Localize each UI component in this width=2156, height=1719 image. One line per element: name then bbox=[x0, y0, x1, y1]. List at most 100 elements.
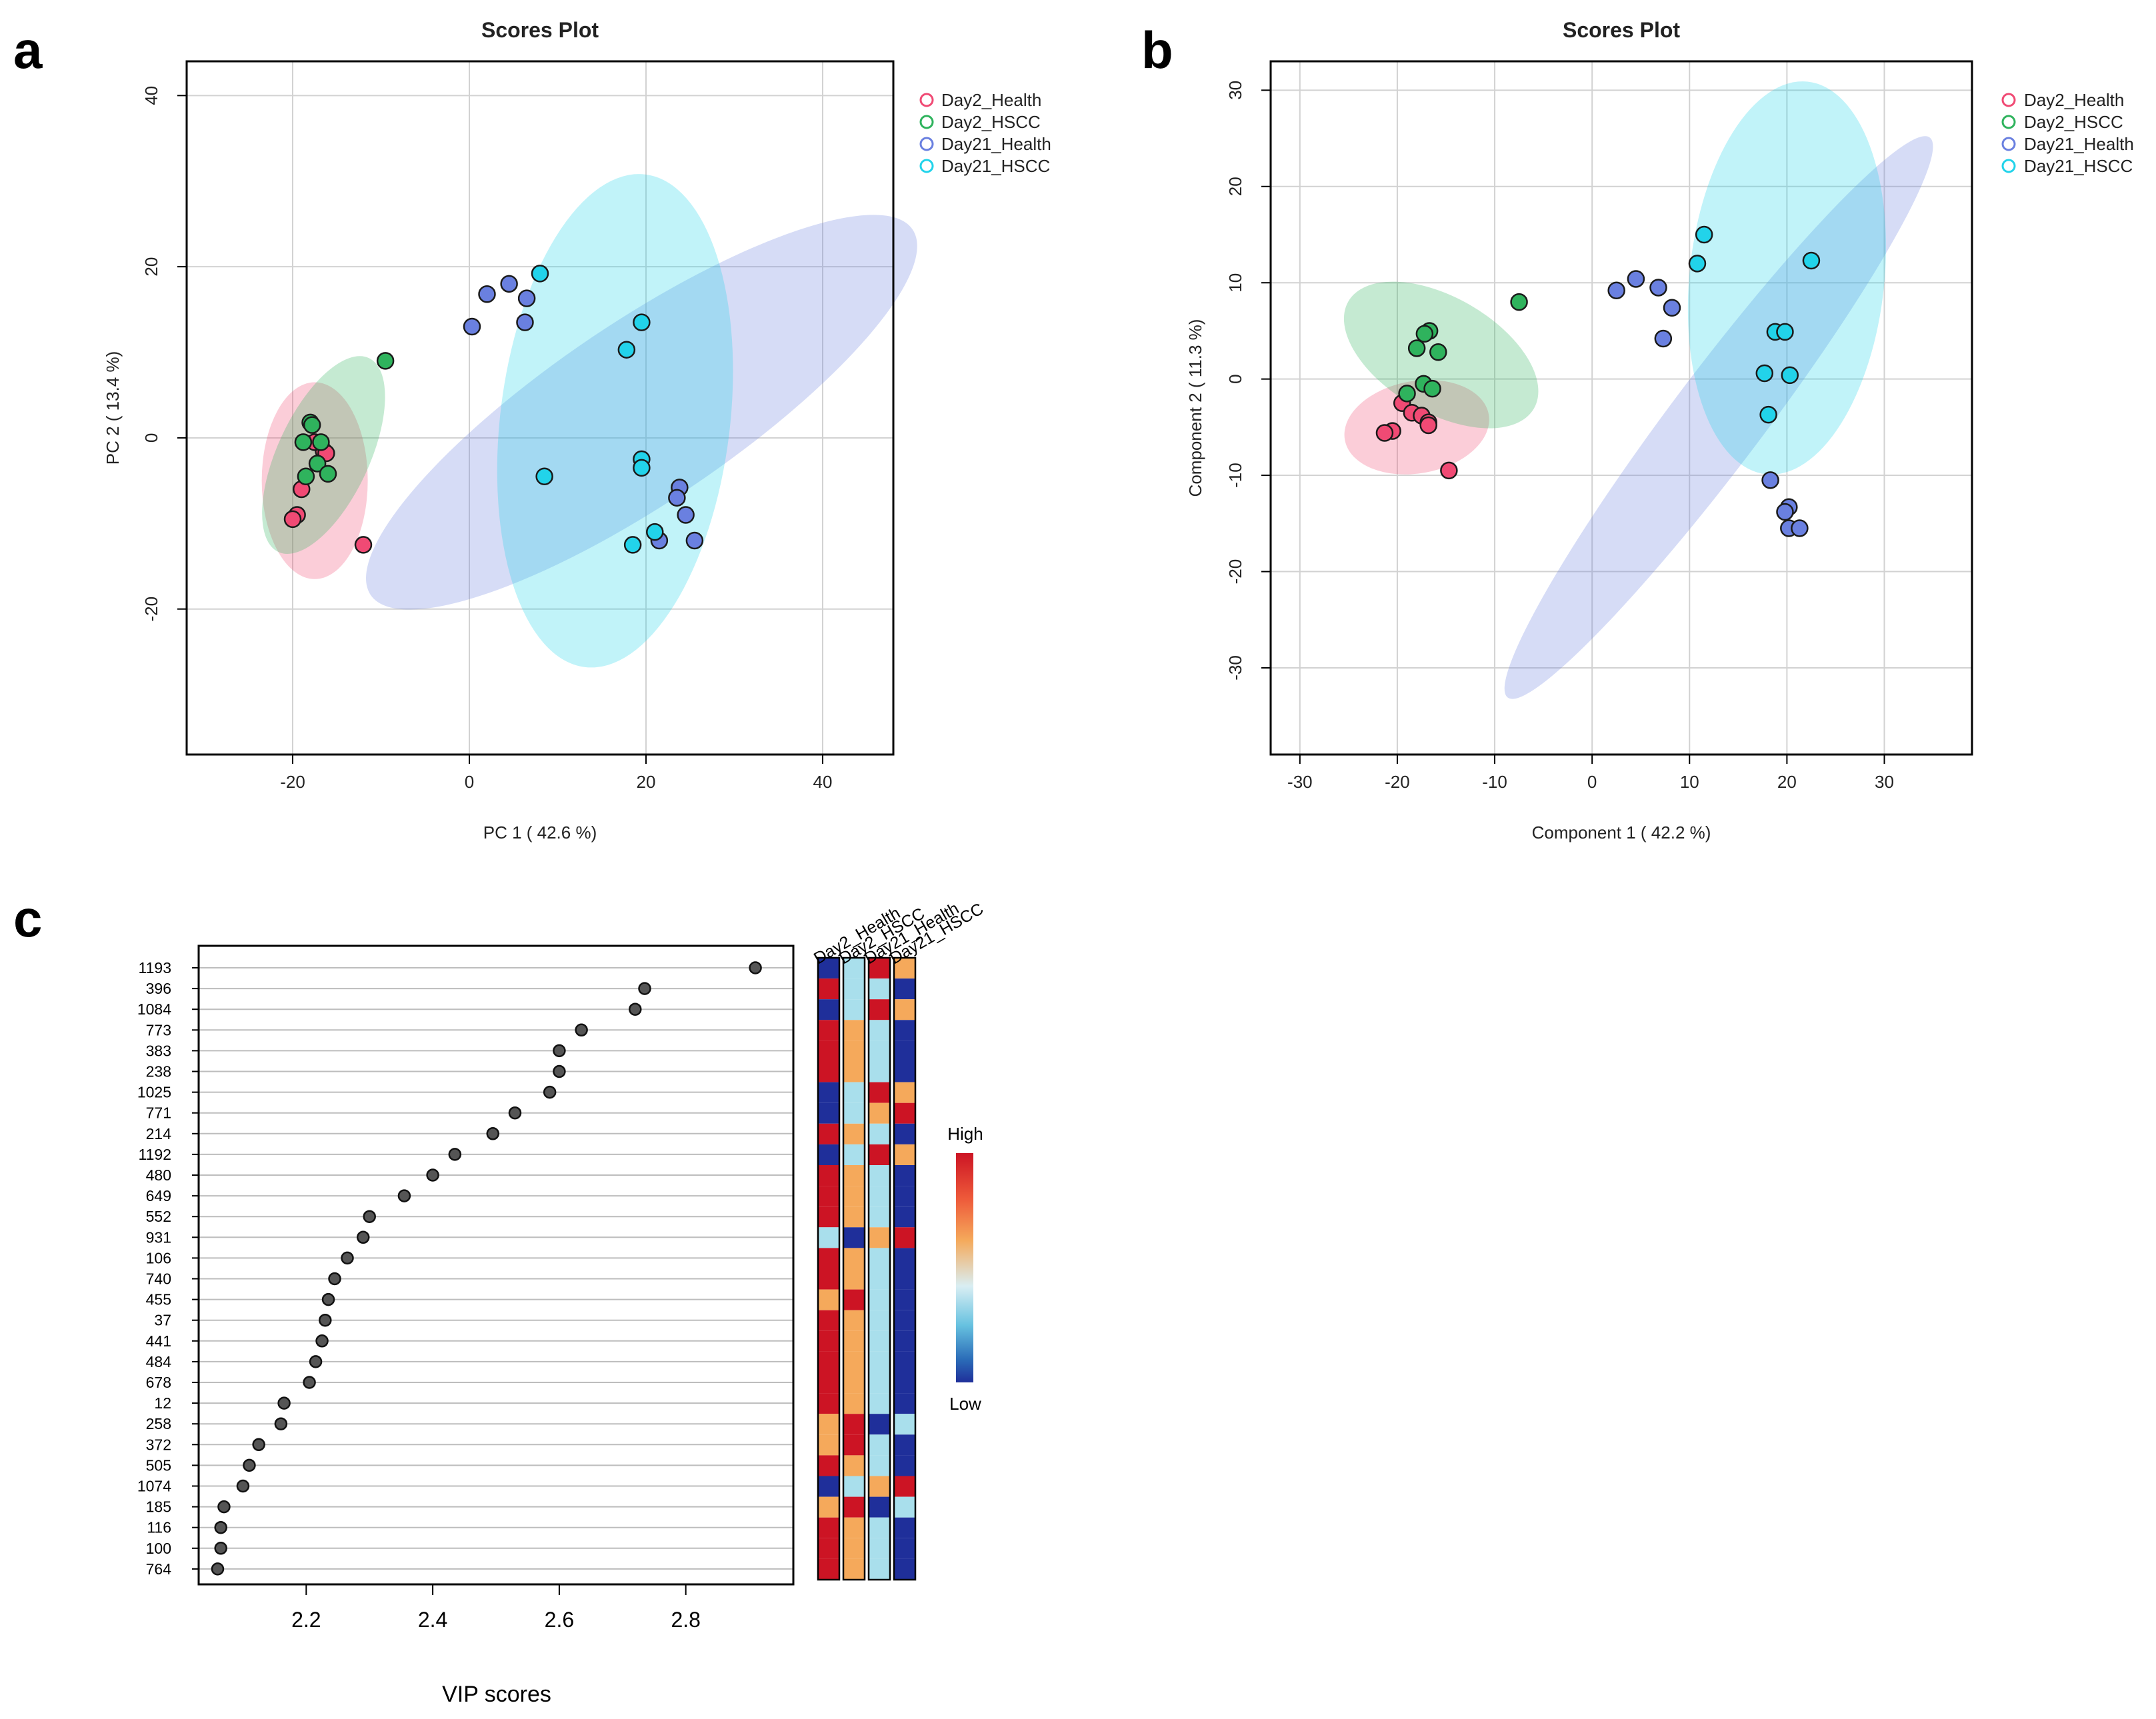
plot-frame-a bbox=[185, 60, 895, 756]
legend-label-day2-health-b: Day2_Health bbox=[2024, 90, 2124, 110]
point-day21-health bbox=[478, 285, 496, 303]
heatmap-cell bbox=[843, 1455, 865, 1476]
point-day21-health bbox=[516, 313, 534, 331]
y-tick-label: -20 bbox=[1225, 559, 1245, 585]
y-ticks-b: -30 -20 -10 0 10 20 30 bbox=[1225, 81, 1271, 681]
y-tick-label: -10 bbox=[1225, 463, 1245, 488]
heatmap-cell bbox=[818, 1123, 839, 1144]
vip-point bbox=[508, 1106, 522, 1120]
heatmap-cell bbox=[894, 1206, 915, 1228]
vip-point bbox=[214, 1520, 227, 1534]
point-day2-hscc bbox=[1398, 385, 1416, 403]
point-day21-hscc bbox=[1688, 255, 1707, 273]
heatmap-cell bbox=[894, 1496, 915, 1518]
heatmap-cell bbox=[843, 1123, 865, 1144]
legend-label-day21-health-a: Day21_Health bbox=[941, 134, 1051, 154]
heatmap-cell bbox=[894, 1414, 915, 1435]
legend-label-day2-hscc-a: Day2_HSCC bbox=[941, 112, 1041, 132]
heatmap-cell bbox=[843, 1476, 865, 1497]
point-day21-hscc bbox=[531, 265, 549, 283]
heatmap-cell bbox=[894, 958, 915, 979]
heatmap-cell bbox=[869, 1393, 890, 1414]
heatmap-cell bbox=[818, 1289, 839, 1310]
vip-point bbox=[217, 1500, 231, 1514]
vip-point bbox=[236, 1479, 250, 1493]
vip-point bbox=[363, 1210, 376, 1223]
heatmap-cell bbox=[843, 1268, 865, 1290]
heatmap-colorbar: High Low bbox=[947, 1124, 983, 1414]
point-day21-hscc bbox=[1695, 225, 1713, 244]
x-tick-label: 0 bbox=[465, 772, 474, 792]
x-axis-label-a: PC 1 ( 42.6 %) bbox=[483, 823, 597, 843]
legend-marker-day21-hscc-b bbox=[2001, 159, 2016, 173]
heatmap-cell bbox=[869, 1538, 890, 1559]
point-day2-hscc bbox=[303, 416, 321, 434]
point-day21-health bbox=[1761, 471, 1779, 489]
point-day21-health bbox=[1627, 270, 1645, 288]
vip-feature-label: 100 bbox=[146, 1540, 171, 1557]
legend-label-day21-hscc-a: Day21_HSCC bbox=[941, 156, 1050, 176]
heatmap-cell bbox=[818, 1061, 839, 1082]
vip-feature-label: 552 bbox=[146, 1208, 171, 1225]
heatmap-cell bbox=[869, 1372, 890, 1394]
heatmap-cell bbox=[869, 1476, 890, 1497]
point-day21-hscc bbox=[633, 459, 651, 477]
plot-frame-b bbox=[1269, 60, 1973, 756]
heatmap-cell bbox=[869, 999, 890, 1020]
heatmap-cell bbox=[818, 1144, 839, 1165]
x-ticks-b: -30 -20 -10 0 10 20 30 bbox=[1287, 755, 1894, 792]
scores-plot-b: Scores Plot -30 -20 -10 0 10 20 30 -30 -20 -10 0 1… bbox=[1185, 18, 2134, 843]
chart-title-b: Scores Plot bbox=[1563, 18, 1680, 42]
point-day2-hscc bbox=[1423, 379, 1441, 398]
x-tick-label: 10 bbox=[1680, 772, 1699, 792]
vip-x-tick-label: 2.8 bbox=[671, 1608, 700, 1632]
vip-feature-label: 214 bbox=[146, 1125, 172, 1142]
vip-feature-label: 764 bbox=[146, 1560, 172, 1578]
x-tick-label: -10 bbox=[1482, 772, 1507, 792]
point-day2-hscc bbox=[312, 433, 330, 451]
vip-feature-label: 1192 bbox=[139, 1146, 171, 1163]
point-day21-health bbox=[463, 317, 481, 336]
heatmap-column-frame bbox=[842, 956, 866, 1581]
vip-feature-label: 678 bbox=[146, 1374, 171, 1391]
heatmap-cell bbox=[894, 1351, 915, 1372]
heatmap-cell bbox=[869, 1330, 890, 1352]
heatmap-cell bbox=[869, 1289, 890, 1310]
heatmap-cell bbox=[894, 1123, 915, 1144]
heatmap-cell bbox=[818, 1351, 839, 1372]
y-tick-label: 10 bbox=[1225, 273, 1245, 293]
vip-feature-label: 116 bbox=[147, 1519, 171, 1536]
point-day21-health bbox=[1649, 279, 1667, 297]
heatmap-cell bbox=[894, 1248, 915, 1269]
heatmap-cell bbox=[894, 1020, 915, 1041]
points-b bbox=[1375, 225, 1821, 537]
point-day2-health bbox=[1440, 461, 1458, 480]
heatmap-cell bbox=[818, 1206, 839, 1228]
heatmap-cell bbox=[843, 1040, 865, 1062]
vip-feature-label: 931 bbox=[146, 1228, 171, 1246]
point-day2-hscc bbox=[319, 465, 337, 483]
heatmap-cell bbox=[818, 1020, 839, 1041]
y-tick-label: -20 bbox=[141, 597, 161, 622]
point-day2-hscc bbox=[297, 467, 315, 485]
vip-feature-label: 12 bbox=[154, 1394, 171, 1412]
heatmap-cell bbox=[869, 1082, 890, 1103]
legend-marker-day2-health-a bbox=[919, 93, 934, 107]
heatmap-cell bbox=[818, 1558, 839, 1580]
heatmap-cell bbox=[869, 1248, 890, 1269]
point-day21-hscc bbox=[1755, 364, 1774, 383]
ellipse-day21-hscc bbox=[497, 174, 733, 668]
heatmap-cell bbox=[869, 1558, 890, 1580]
point-day21-hscc bbox=[623, 536, 642, 554]
scores-plot-a: Scores Plot -20 0 20 40 -20 0 20 40 PC 1 ( 42.… bbox=[103, 18, 1051, 843]
heatmap-cell bbox=[869, 1227, 890, 1248]
heatmap-cell bbox=[843, 1330, 865, 1352]
vip-heatmap bbox=[817, 956, 917, 1581]
heatmap-cell bbox=[894, 1082, 915, 1103]
vip-feature-label: 1193 bbox=[139, 959, 171, 976]
legend-label-day2-health-a: Day2_Health bbox=[941, 90, 1041, 110]
heatmap-cell bbox=[818, 1414, 839, 1435]
legend-label-day21-health-b: Day21_Health bbox=[2024, 134, 2134, 154]
legend-a: Day2_Health Day2_HSCC Day21_Health Day21… bbox=[919, 90, 1051, 176]
x-tick-label: -30 bbox=[1287, 772, 1313, 792]
